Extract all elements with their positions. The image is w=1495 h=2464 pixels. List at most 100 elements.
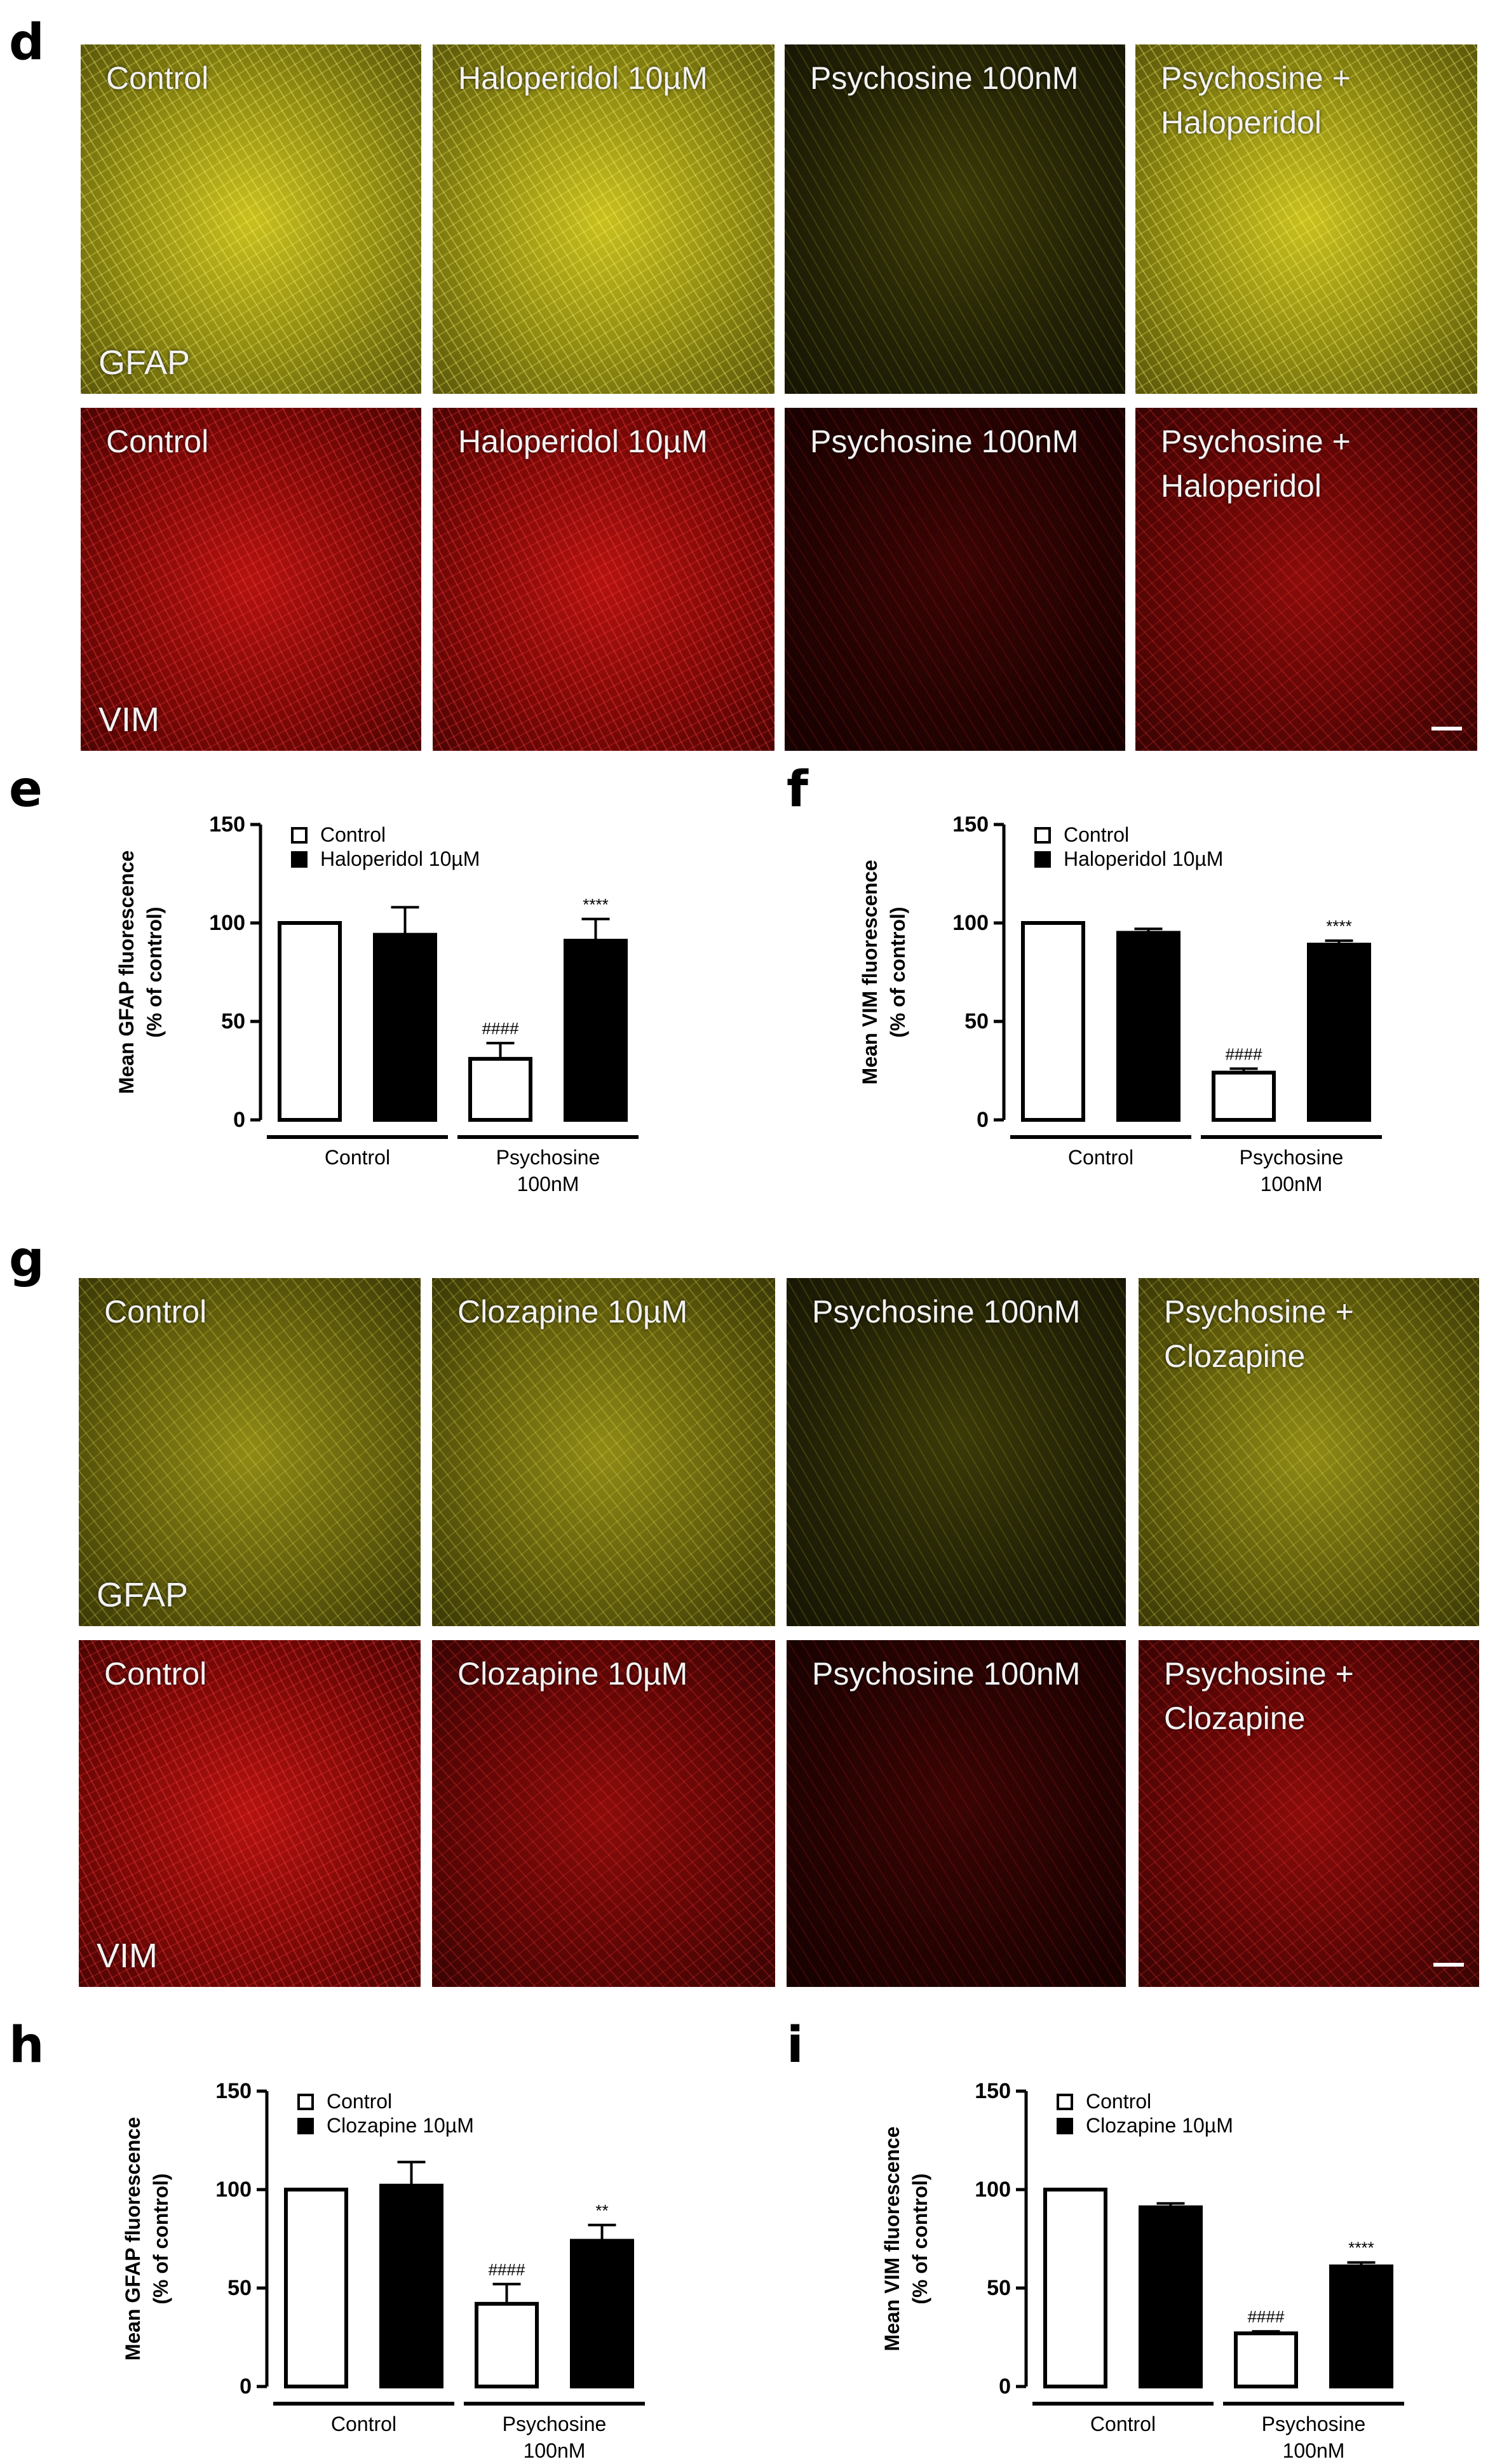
- micrograph-label: Psychosine + Clozapine: [1164, 1656, 1354, 1736]
- bar-treated: [379, 2183, 443, 2389]
- chart-i-vim-clozapine: Mean VIM fluorescence (% of control) 0 50 10…: [881, 2079, 1404, 2462]
- bar-treated: [1139, 2205, 1203, 2388]
- bar-control: [468, 1056, 532, 1122]
- y-tick-label: 50: [227, 2276, 252, 2300]
- y-tick-label: 100: [952, 911, 989, 935]
- y-tick-label: 150: [209, 812, 245, 837]
- legend-label: Haloperidol 10µM: [320, 847, 480, 870]
- bar-treated: [570, 2238, 634, 2388]
- y-tick-label: 0: [233, 1108, 245, 1132]
- significance-label: ####: [482, 1019, 519, 1038]
- stain-label: GFAP: [98, 344, 191, 382]
- legend-swatch: [297, 2118, 314, 2134]
- y-axis-label: Mean GFAP fluorescence (% of control): [115, 851, 166, 1094]
- significance-label: ****: [583, 895, 608, 914]
- micrograph-g-vim-3: Psychosine 100nM: [787, 1640, 1126, 1987]
- significance-label: ####: [1226, 1044, 1262, 1063]
- legend-swatch: [1057, 2118, 1073, 2134]
- bar-control: [1021, 921, 1085, 1122]
- micrograph-d-gfap-2: Haloperidol 10µM: [433, 44, 775, 394]
- significance-label: **: [595, 2201, 608, 2220]
- y-axis-label: Mean VIM fluorescence (% of control): [858, 860, 909, 1085]
- panel-letter-h: h: [9, 2017, 44, 2074]
- x-group-label: Psychosine 100nM: [1240, 1146, 1344, 1195]
- x-group-label: Control: [1068, 1146, 1133, 1169]
- micrograph-d-gfap-4: Psychosine + Haloperidol: [1135, 44, 1477, 394]
- bar-control: [278, 921, 342, 1122]
- micrograph-label: Control: [106, 60, 209, 96]
- micrograph-label: Psychosine + Haloperidol: [1161, 424, 1351, 504]
- x-group-label: Psychosine 100nM: [503, 2413, 607, 2462]
- stain-label: VIM: [98, 701, 160, 739]
- x-group-label: Control: [325, 1146, 390, 1169]
- micrograph-label: Clozapine 10µM: [457, 1294, 688, 1330]
- legend-label: Clozapine 10µM: [327, 2114, 474, 2137]
- micrograph-label: Haloperidol 10µM: [458, 60, 708, 96]
- panel-letter-e: e: [9, 761, 43, 818]
- y-tick-label: 150: [215, 2079, 252, 2103]
- legend-swatch: [291, 851, 308, 868]
- micrograph-label: Psychosine + Clozapine: [1164, 1294, 1354, 1374]
- x-group-label: Control: [1090, 2413, 1156, 2435]
- micrograph-d-gfap-1: Control GFAP: [81, 44, 421, 394]
- micrograph-label: Clozapine 10µM: [457, 1656, 688, 1692]
- scale-bar: [1433, 1963, 1464, 1967]
- bar-treated: [373, 932, 437, 1122]
- micrograph-g-gfap-4: Psychosine + Clozapine: [1139, 1278, 1479, 1626]
- y-tick-label: 0: [977, 1108, 989, 1132]
- y-tick-label: 50: [964, 1009, 989, 1033]
- bar-control: [1043, 2188, 1107, 2388]
- micrograph-label: Control: [104, 1294, 207, 1330]
- y-tick-label: 50: [987, 2276, 1011, 2300]
- y-tick-label: 100: [215, 2178, 252, 2202]
- chart-h-gfap-clozapine: Mean GFAP fluorescence (% of control) 0 50 1…: [121, 2079, 645, 2462]
- legend-label: Haloperidol 10µM: [1064, 847, 1223, 870]
- x-group-label: Psychosine 100nM: [496, 1146, 600, 1195]
- micrograph-label: Haloperidol 10µM: [458, 424, 708, 459]
- bar-control: [284, 2188, 348, 2388]
- legend-swatch: [1034, 851, 1051, 868]
- y-tick-label: 100: [975, 2178, 1011, 2202]
- legend-label: Clozapine 10µM: [1086, 2114, 1233, 2137]
- micrograph-g-gfap-1: Control GFAP: [79, 1278, 421, 1626]
- x-group-label: Control: [331, 2413, 396, 2435]
- micrograph-label: Psychosine + Haloperidol: [1161, 60, 1351, 140]
- micrograph-label: Control: [106, 424, 209, 459]
- micrograph-g-vim-4: Psychosine + Clozapine: [1139, 1640, 1479, 1987]
- micrograph-d-vim-1: Control VIM: [81, 408, 421, 751]
- micrograph-label: Psychosine 100nM: [810, 424, 1079, 459]
- panel-letter-i: i: [787, 2017, 804, 2074]
- micrograph-g-vim-2: Clozapine 10µM: [432, 1640, 775, 1987]
- significance-label: ****: [1326, 917, 1351, 936]
- stain-label: GFAP: [97, 1576, 189, 1614]
- micrograph-label: Psychosine 100nM: [810, 60, 1079, 96]
- significance-label: ****: [1348, 2238, 1374, 2258]
- stain-label: VIM: [97, 1937, 158, 1975]
- significance-label: ####: [1248, 2307, 1285, 2326]
- micrograph-label: Control: [104, 1656, 207, 1692]
- chart-f-vim-haloperidol: Mean VIM fluorescence (% of control) 0 50 10…: [858, 812, 1382, 1195]
- micrograph-label: Psychosine 100nM: [812, 1656, 1081, 1692]
- micrograph-g-gfap-3: Psychosine 100nM: [787, 1278, 1126, 1626]
- bar-treated: [1307, 943, 1371, 1122]
- significance-label: ####: [489, 2260, 525, 2279]
- y-tick-label: 100: [209, 911, 245, 935]
- micrograph-label: Psychosine 100nM: [812, 1294, 1081, 1330]
- scale-bar: [1431, 727, 1462, 730]
- x-group-label: Psychosine 100nM: [1262, 2413, 1366, 2462]
- micrograph-d-vim-2: Haloperidol 10µM: [433, 408, 775, 751]
- bar-control: [1212, 1070, 1276, 1122]
- y-axis-label: Mean VIM fluorescence (% of control): [881, 2127, 931, 2352]
- legend-swatch: [297, 2094, 314, 2110]
- y-tick-label: 150: [952, 812, 989, 837]
- micrograph-d-vim-3: Psychosine 100nM: [785, 408, 1125, 751]
- y-tick-label: 0: [240, 2374, 252, 2399]
- legend-swatch: [1034, 827, 1051, 844]
- bar-control: [1234, 2331, 1298, 2388]
- bar-treated: [1329, 2264, 1393, 2388]
- legend-label: Control: [1064, 823, 1129, 846]
- bar-treated: [1116, 931, 1180, 1122]
- bar-treated: [564, 938, 628, 1122]
- y-tick-label: 150: [975, 2079, 1011, 2103]
- legend-label: Control: [1086, 2090, 1151, 2113]
